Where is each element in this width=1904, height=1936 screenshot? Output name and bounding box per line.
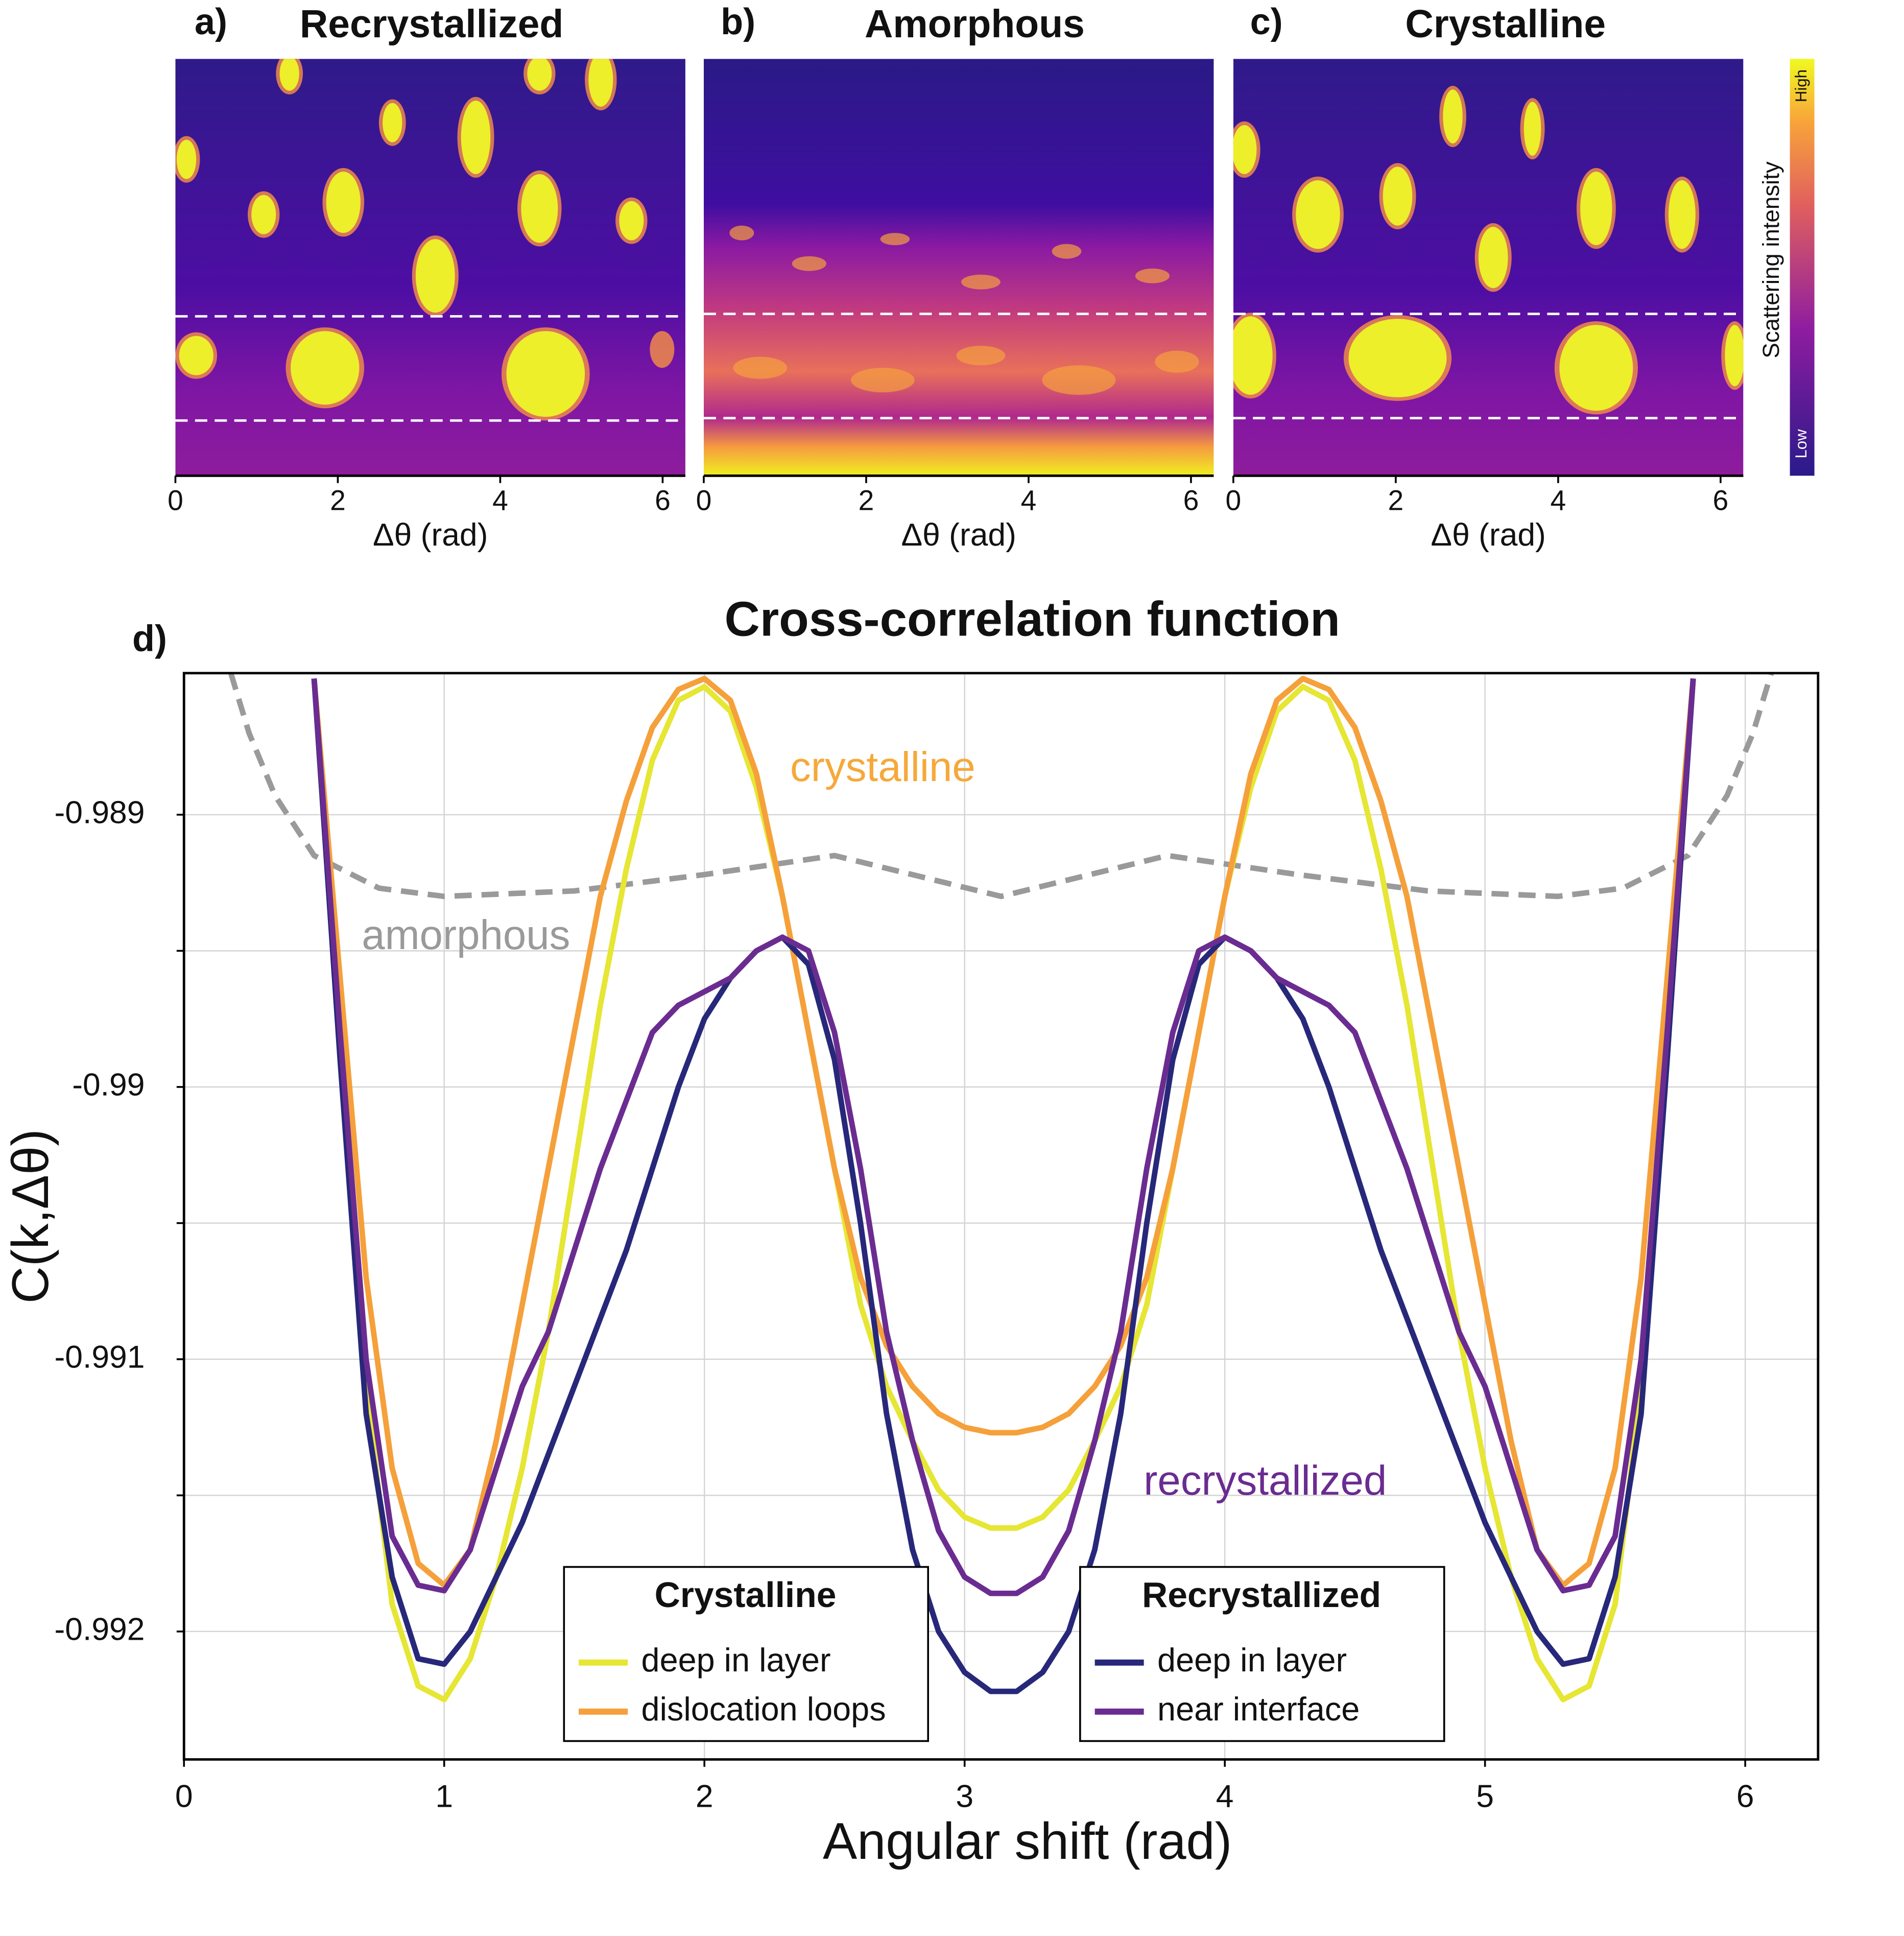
x-tick-label: 6 xyxy=(655,485,671,516)
x-axis-label: Δθ (rad) xyxy=(1431,517,1545,553)
panel-label: c) xyxy=(1250,2,1283,42)
panel-label: d) xyxy=(132,618,167,659)
heatmap-image xyxy=(175,59,685,476)
reference-line xyxy=(228,673,1774,900)
legend-label: dislocation loops xyxy=(641,1690,886,1728)
chart-title: Cross-correlation function xyxy=(724,592,1340,647)
legend-label: near interface xyxy=(1157,1690,1360,1728)
x-axis-label: Δθ (rad) xyxy=(901,517,1016,553)
panel-title: Recrystallized xyxy=(300,2,564,46)
panel-title: Amorphous xyxy=(865,2,1085,46)
x-axis-label: Δθ (rad) xyxy=(373,517,488,553)
x-tick-label: 2 xyxy=(1388,485,1404,516)
colorbar-high: High xyxy=(1792,69,1810,102)
x-tick-label: 6 xyxy=(1736,1779,1754,1814)
x-tick-label: 4 xyxy=(1021,485,1037,516)
y-tick-label: -0.99 xyxy=(72,1067,145,1102)
x-tick-label: 2 xyxy=(859,485,874,516)
annotation: amorphous xyxy=(362,912,570,958)
series-line xyxy=(311,678,1696,1596)
x-tick-label: 4 xyxy=(1550,485,1566,516)
heatmap-image xyxy=(1233,59,1744,476)
panel-label: b) xyxy=(721,2,755,42)
x-tick-label: 5 xyxy=(1476,1779,1494,1814)
plot-frame xyxy=(182,672,1820,1761)
x-axis-label: Angular shift (rad) xyxy=(823,1813,1232,1870)
x-tick-label: 1 xyxy=(435,1779,453,1814)
panel-label: a) xyxy=(195,2,227,42)
panel-title: Crystalline xyxy=(1405,2,1606,46)
legend-title: Crystalline xyxy=(655,1575,837,1615)
y-tick-label: -0.992 xyxy=(55,1612,145,1647)
x-tick-label: 4 xyxy=(492,485,508,516)
heatmap-image xyxy=(703,59,1214,476)
legend-label: deep in layer xyxy=(1157,1641,1347,1679)
x-tick-label: 0 xyxy=(1226,485,1242,516)
x-tick-label: 6 xyxy=(1712,485,1728,516)
series-line xyxy=(311,675,1696,1588)
legend-label: deep in layer xyxy=(641,1641,831,1679)
x-tick-label: 6 xyxy=(1183,485,1199,516)
colorbar-label: Scattering intensity xyxy=(1758,161,1784,358)
x-tick-label: 0 xyxy=(175,1779,193,1814)
x-tick-label: 2 xyxy=(696,1779,713,1814)
y-tick-label: -0.991 xyxy=(55,1339,145,1375)
x-tick-label: 2 xyxy=(330,485,346,516)
x-tick-label: 4 xyxy=(1216,1779,1234,1814)
series-line xyxy=(311,678,1696,1694)
x-tick-label: 0 xyxy=(696,485,712,516)
colorbar-low: Low xyxy=(1792,429,1810,459)
y-axis-label: C(k,Δθ) xyxy=(2,1129,59,1304)
annotation: crystalline xyxy=(790,744,975,790)
series-line xyxy=(311,678,1696,1703)
plot-area xyxy=(228,673,1774,1703)
annotation: recrystallized xyxy=(1144,1457,1387,1504)
x-tick-label: 0 xyxy=(168,485,183,516)
legend-title: Recrystallized xyxy=(1142,1575,1381,1615)
colorbar xyxy=(1790,59,1815,476)
y-tick-label: -0.989 xyxy=(55,795,145,830)
x-tick-label: 3 xyxy=(956,1779,973,1814)
